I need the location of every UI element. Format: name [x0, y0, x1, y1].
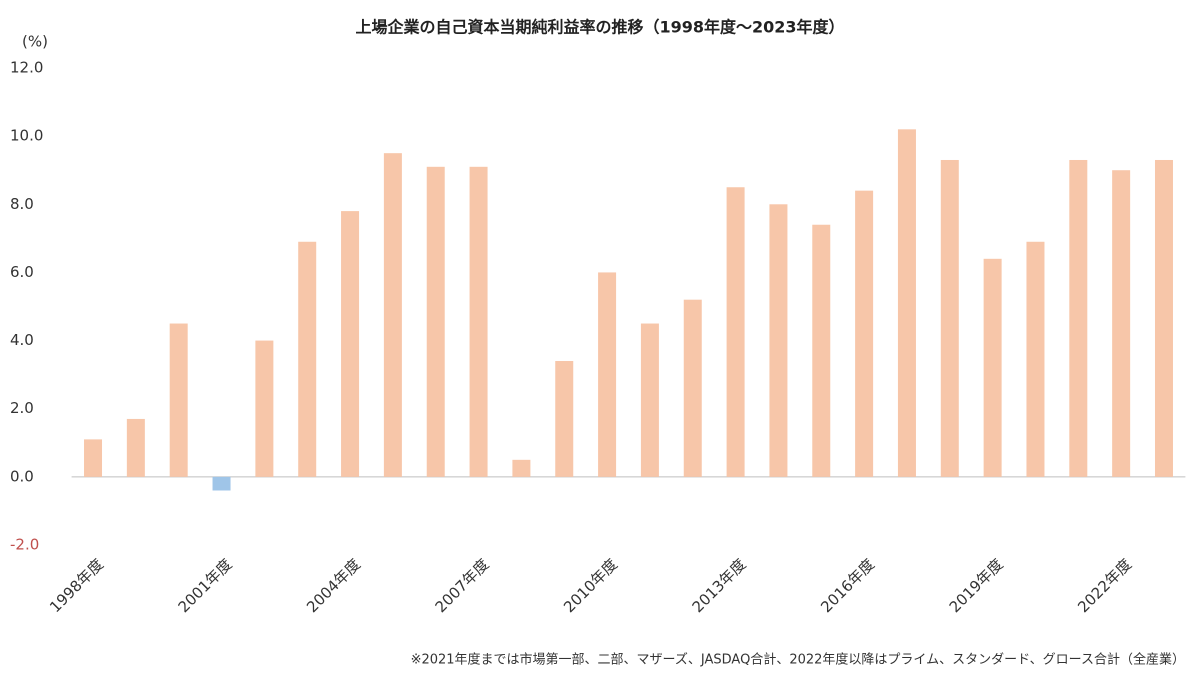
y-tick-label: 8.0 — [10, 195, 34, 213]
y-tick-label: 10.0 — [10, 127, 43, 145]
bar — [1026, 241, 1045, 477]
bar — [341, 211, 360, 477]
x-tick-label: 1998年度 — [46, 555, 107, 616]
bar — [640, 323, 659, 477]
bar — [469, 166, 488, 477]
bar — [426, 166, 445, 477]
bar — [855, 190, 874, 477]
y-tick-label: 12.0 — [10, 59, 43, 77]
x-tick-label: 2010年度 — [560, 555, 621, 616]
bar — [126, 418, 145, 477]
y-tick-label: 0.0 — [10, 467, 34, 485]
x-tick-label: 2001年度 — [175, 555, 236, 616]
bar — [1069, 159, 1088, 477]
bar — [940, 159, 959, 477]
x-tick-label: 2016年度 — [817, 555, 878, 616]
bar — [255, 340, 274, 477]
bar — [512, 459, 531, 477]
footnote: ※2021年度までは市場第一部、二部、マザーズ、JASDAQ合計、2022年度以… — [411, 652, 1185, 668]
chart-title: 上場企業の自己資本当期純利益率の推移（1998年度〜2023年度） — [355, 18, 844, 37]
x-tick-label: 2007年度 — [432, 555, 493, 616]
y-tick-label: 4.0 — [10, 331, 34, 349]
y-tick-label: 6.0 — [10, 263, 34, 281]
x-tick-label: 2022年度 — [1074, 555, 1135, 616]
bar — [84, 439, 103, 477]
bar — [683, 299, 702, 477]
x-tick-label: 2019年度 — [946, 555, 1007, 616]
bar — [383, 153, 402, 477]
bar — [1112, 170, 1131, 477]
bar — [555, 361, 574, 477]
bar — [812, 224, 831, 477]
bar — [598, 272, 617, 477]
bar — [897, 129, 916, 477]
bar — [769, 204, 788, 477]
bar — [983, 258, 1002, 477]
bar — [169, 323, 188, 477]
y-tick-label: 2.0 — [10, 399, 34, 417]
bar — [298, 241, 317, 477]
x-tick-label: 2013年度 — [689, 555, 750, 616]
y-tick-label: -2.0 — [10, 536, 39, 554]
bar — [212, 476, 231, 491]
bar — [726, 187, 745, 477]
bar — [1154, 159, 1173, 477]
x-tick-label: 2004年度 — [303, 555, 364, 616]
y-unit-label: (%) — [22, 33, 48, 51]
